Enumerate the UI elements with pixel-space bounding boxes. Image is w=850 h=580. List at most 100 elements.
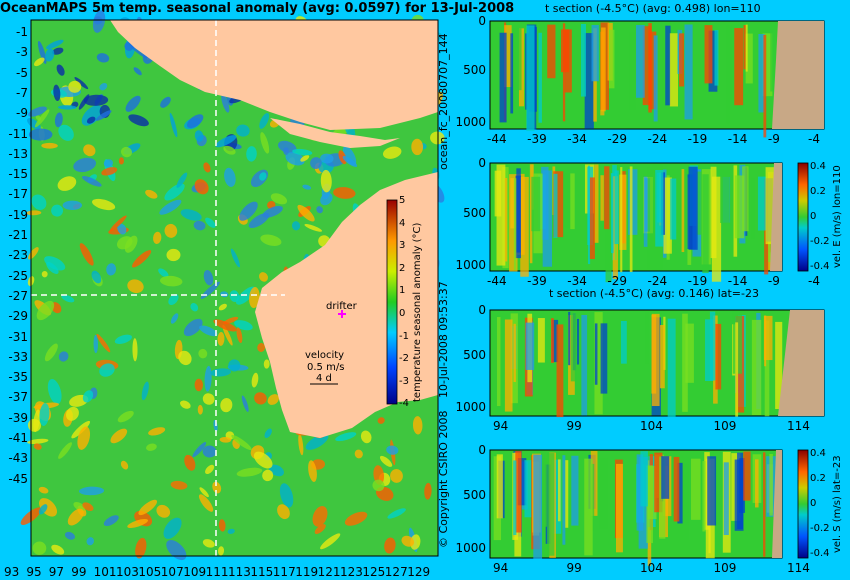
lat-tick-label: -27 (8, 288, 28, 303)
field-swirl (205, 217, 216, 228)
colorbar-tick-label: -2 (399, 353, 409, 365)
colorbar-tick-label: 5 (399, 195, 406, 206)
field-swirl (220, 398, 233, 413)
colorbar-tick-label: 1 (399, 285, 406, 297)
section-stripe (734, 28, 744, 106)
field-swirl (320, 169, 332, 193)
field-swirl (61, 294, 75, 303)
section-stripe (775, 321, 783, 410)
field-swirl (109, 215, 127, 232)
field-swirl (145, 189, 158, 199)
panel-x-tick-label: -19 (687, 274, 708, 288)
field-swirl (257, 343, 266, 352)
field-swirl (133, 67, 142, 76)
field-swirl (103, 515, 119, 527)
section-stripe (648, 31, 657, 110)
section-stripe (679, 33, 685, 87)
field-swirl (308, 460, 317, 482)
field-swirl (236, 124, 250, 137)
field-swirl (36, 300, 55, 321)
section-stripe (763, 315, 773, 361)
copyright: © Copyright CSIRO 2008 (437, 410, 450, 548)
section-stripe (647, 167, 656, 269)
field-swirl (202, 393, 215, 405)
section-stripe (614, 170, 619, 245)
panel-y-tick-label: 0 (478, 156, 486, 170)
field-swirl (158, 268, 169, 278)
section-stripe (629, 32, 636, 110)
lon-tick-label: 107 (160, 565, 184, 579)
colorbar-tick-label: -4 (399, 398, 409, 410)
field-swirl (180, 209, 202, 221)
field-swirl (141, 381, 149, 401)
field-swirl (379, 455, 393, 467)
section-stripe (604, 166, 610, 230)
velocity-colorbar-tick-label: 0 (810, 211, 817, 222)
section-stripe (669, 33, 678, 107)
field-swirl (194, 130, 204, 142)
field-swirl (184, 454, 196, 471)
field-swirl (231, 434, 252, 451)
field-swirl (95, 110, 112, 121)
section-stripe (709, 311, 716, 381)
section-stripe (711, 176, 722, 282)
field-swirl (197, 404, 203, 415)
field-swirl (96, 53, 110, 63)
section-stripe (560, 29, 570, 73)
field-swirl (64, 531, 76, 540)
field-swirl (28, 106, 47, 117)
section-stripe (647, 465, 657, 520)
section-stripe (653, 35, 658, 122)
velocity-colorbar-tick-label: 0.4 (810, 448, 826, 459)
field-swirl (260, 234, 282, 246)
field-swirl (246, 146, 257, 162)
field-swirl (204, 365, 212, 392)
field-swirl (73, 157, 97, 173)
lat-tick-label: -7 (16, 85, 28, 100)
section-stripe (537, 318, 545, 363)
panel-x-tick-label: 94 (493, 419, 509, 433)
colorbar-tick-label: -1 (399, 330, 409, 342)
field-swirl (312, 506, 328, 527)
section-stripe (513, 28, 522, 91)
field-swirl (83, 144, 96, 157)
field-swirl (58, 124, 74, 141)
section-stripe (677, 462, 683, 524)
field-swirl (121, 146, 132, 158)
section-stripe (628, 169, 638, 235)
field-swirl (239, 201, 258, 221)
field-swirl (384, 537, 396, 554)
field-swirl (304, 224, 323, 232)
section-stripe (580, 24, 587, 97)
field-swirl (39, 403, 50, 426)
section-stripe (758, 33, 765, 113)
field-swirl (259, 172, 267, 181)
section-stripe (685, 323, 694, 383)
field-swirl (202, 445, 217, 458)
panel-y-tick-label: 0 (478, 14, 486, 28)
section-stripe (504, 177, 508, 262)
field-swirl (51, 204, 64, 217)
section-stripe (620, 167, 623, 273)
field-swirl (68, 80, 82, 93)
field-swirl (125, 95, 141, 112)
colorbar (386, 199, 398, 405)
field-swirl (190, 303, 199, 312)
lon-tick-label: 129 (407, 565, 431, 579)
panel-2 (489, 162, 809, 283)
section-stripe (562, 23, 566, 122)
field-swirl (127, 279, 144, 294)
field-swirl (335, 432, 357, 442)
lat-tick-label: -33 (8, 349, 28, 364)
lat-tick-label: -35 (8, 370, 28, 385)
section-stripe (524, 460, 532, 518)
lon-tick-label: 117 (272, 565, 296, 579)
field-swirl (146, 443, 157, 451)
section-stripe (538, 32, 542, 123)
panel-y-tick-label: 500 (463, 348, 486, 362)
field-swirl (300, 155, 310, 162)
section-stripe (659, 325, 665, 389)
panel-x-tick-label: -24 (647, 132, 668, 146)
lon-tick-label: 111 (205, 565, 229, 579)
section-stripe (547, 453, 555, 556)
